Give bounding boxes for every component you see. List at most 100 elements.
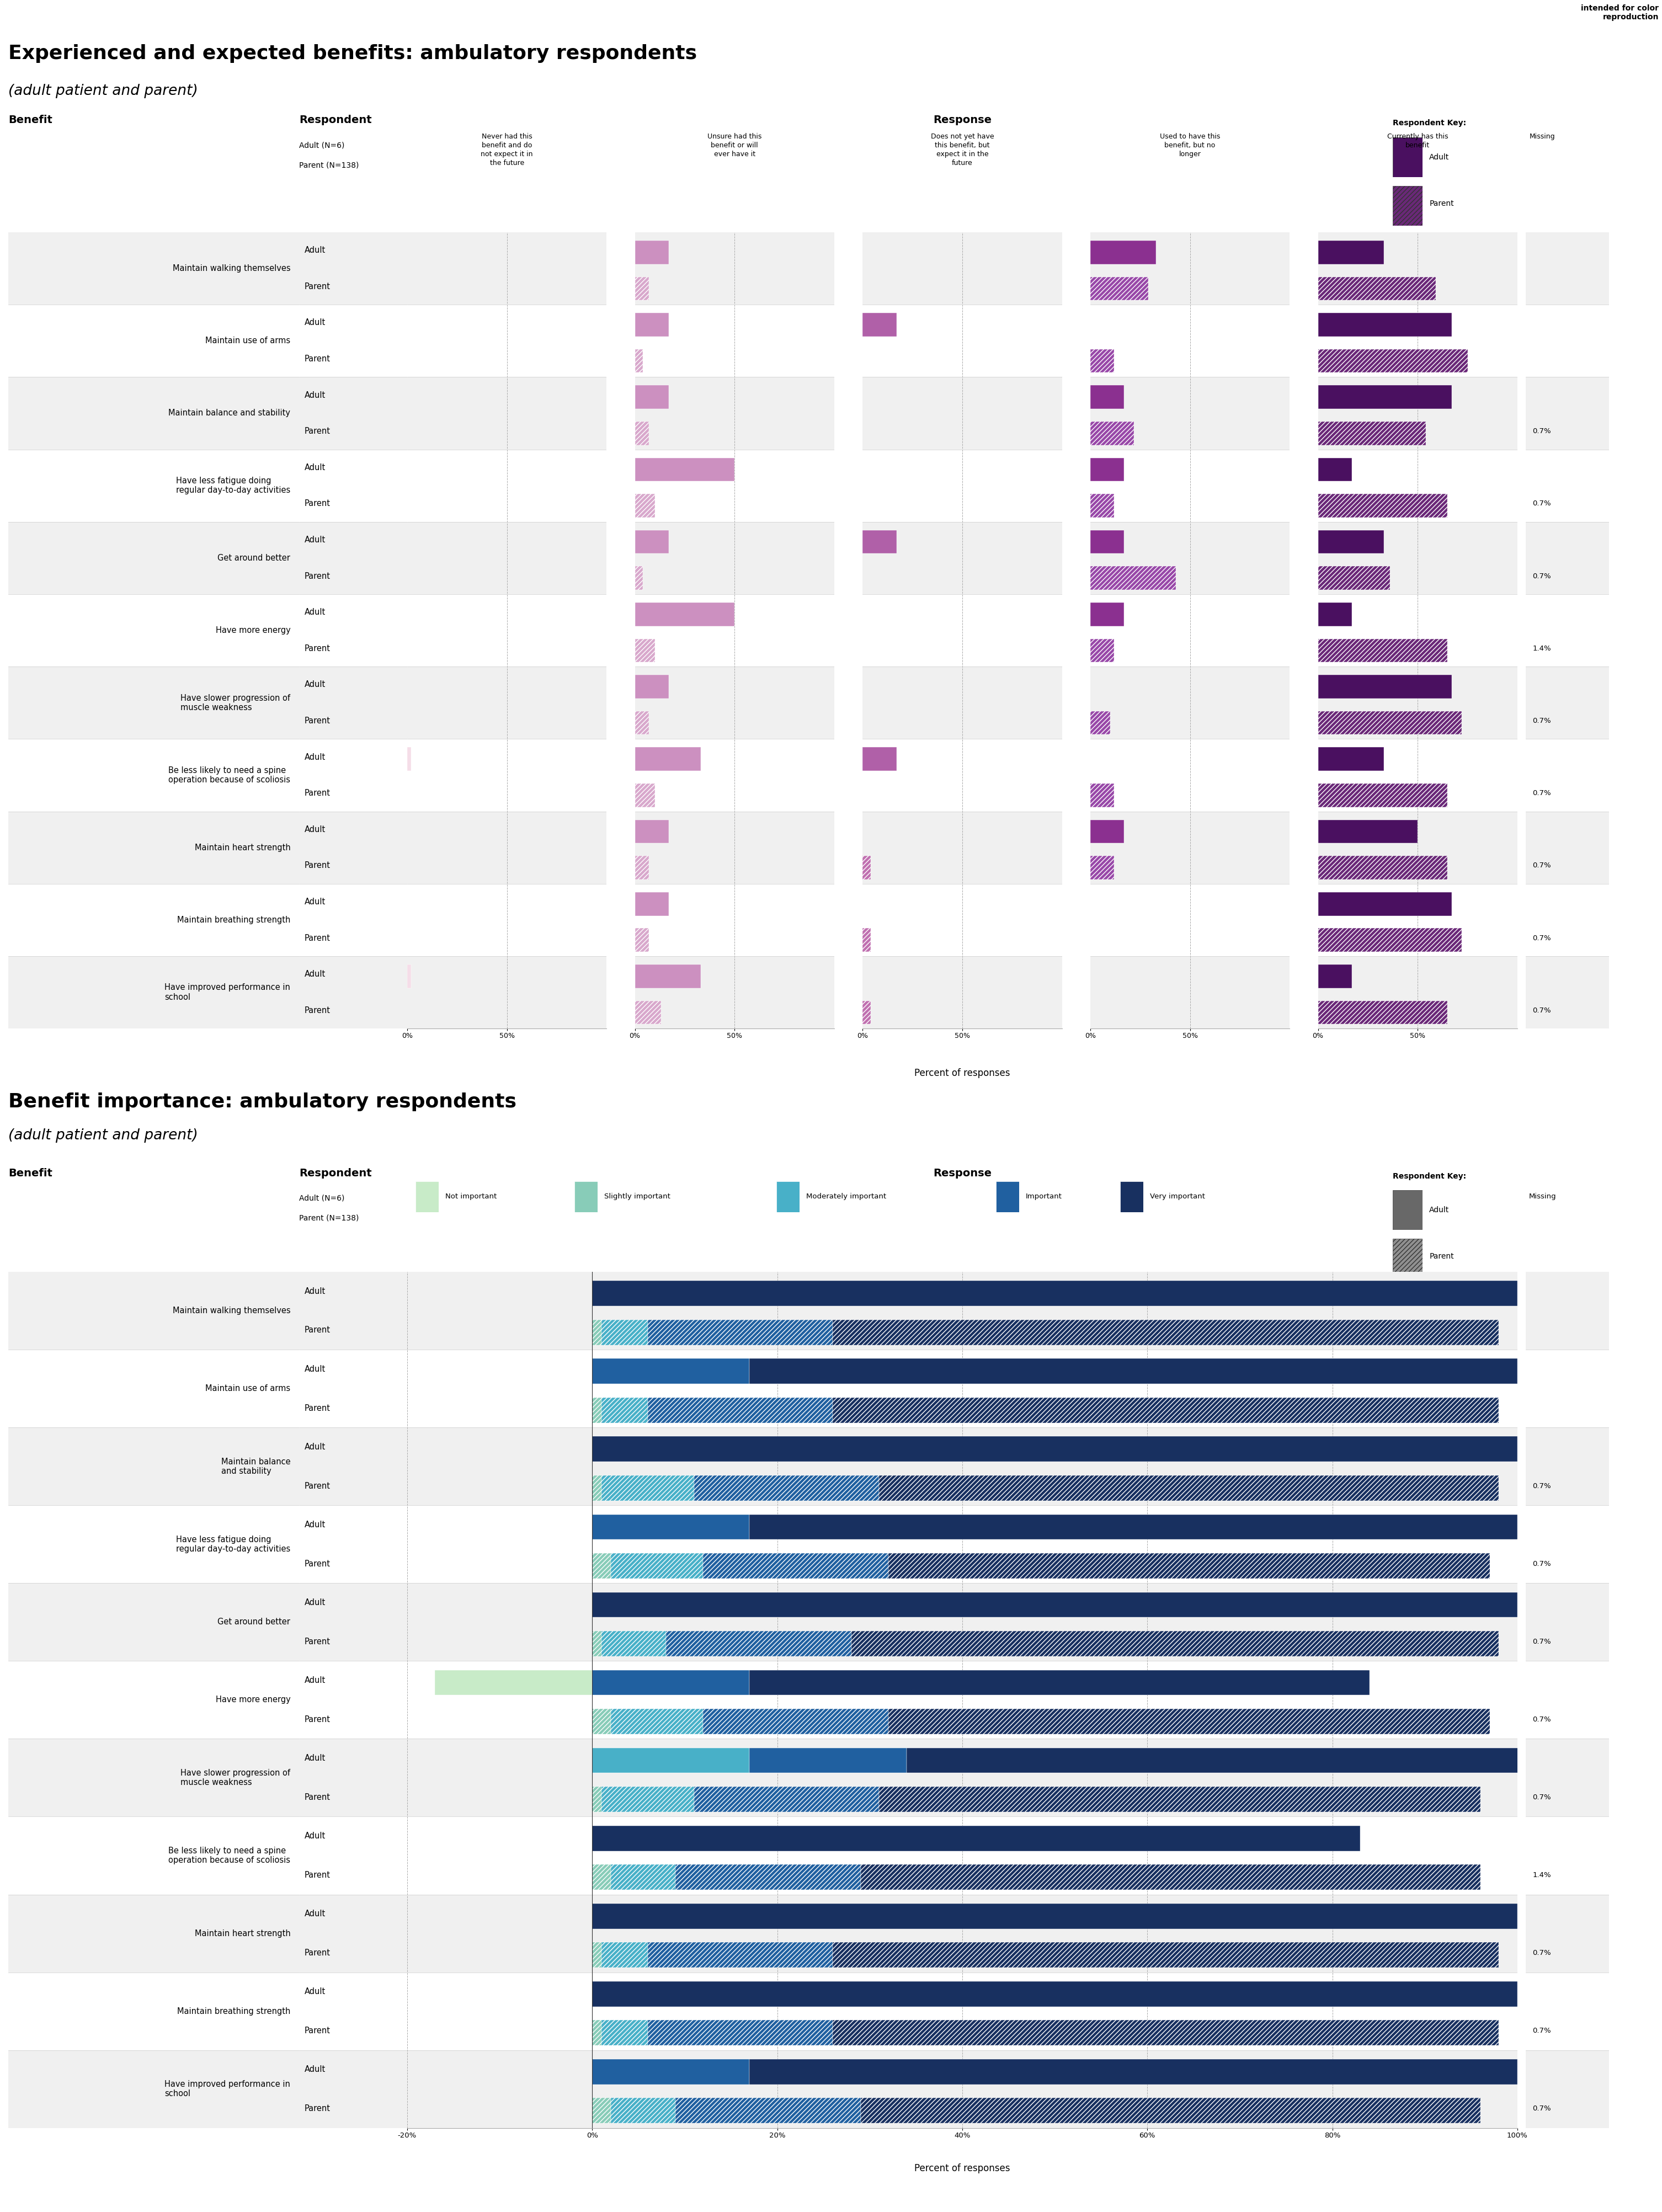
Text: Adult: Adult xyxy=(304,2066,326,2073)
Text: Parent: Parent xyxy=(304,283,331,290)
Bar xyxy=(1318,305,1517,376)
Bar xyxy=(750,1747,907,1774)
Bar xyxy=(1090,602,1124,626)
Bar xyxy=(592,1825,1360,1851)
Bar xyxy=(1526,376,1609,449)
Bar xyxy=(1318,783,1448,807)
Bar xyxy=(1526,1893,1609,1973)
Bar xyxy=(635,522,834,595)
Text: Maintain use of arms: Maintain use of arms xyxy=(206,336,291,345)
Bar xyxy=(635,305,834,376)
Bar xyxy=(299,1506,407,1584)
Bar xyxy=(8,595,299,666)
Text: Benefit: Benefit xyxy=(8,1168,53,1179)
Bar xyxy=(1090,522,1290,595)
Bar xyxy=(635,739,834,812)
Bar xyxy=(299,449,407,522)
Bar xyxy=(407,1893,1517,1973)
Bar xyxy=(1318,956,1517,1029)
Bar xyxy=(635,856,648,880)
Bar xyxy=(299,376,407,449)
Text: Parent: Parent xyxy=(304,1794,331,1801)
Bar xyxy=(635,748,701,770)
Bar xyxy=(1090,856,1114,880)
Bar xyxy=(833,2020,1499,2046)
Bar xyxy=(1526,1739,1609,1816)
Bar xyxy=(1526,305,1609,376)
Text: Parent: Parent xyxy=(304,644,331,653)
Bar xyxy=(1318,349,1468,372)
Text: Parent: Parent xyxy=(304,1006,331,1015)
Bar xyxy=(407,1739,1517,1816)
Text: (adult patient and parent): (adult patient and parent) xyxy=(8,1128,198,1141)
Bar xyxy=(635,602,735,626)
Text: 0.7%: 0.7% xyxy=(1532,500,1551,507)
Text: Adult: Adult xyxy=(304,462,326,471)
Text: Experienced and expected benefits: ambulatory respondents: Experienced and expected benefits: ambul… xyxy=(8,44,696,62)
Bar xyxy=(407,522,607,595)
Bar xyxy=(635,312,668,336)
Bar xyxy=(407,449,607,522)
Text: Maintain heart strength: Maintain heart strength xyxy=(194,843,291,852)
Bar xyxy=(407,1349,1517,1427)
Bar xyxy=(635,241,668,263)
Bar xyxy=(299,1427,407,1506)
Bar xyxy=(8,2051,299,2128)
Bar xyxy=(299,595,407,666)
Bar xyxy=(863,522,1062,595)
Bar xyxy=(1526,1349,1609,1427)
Bar xyxy=(407,1661,1517,1739)
Bar xyxy=(1526,1427,1609,1506)
Text: Be less likely to need a spine
operation because of scoliosis: Be less likely to need a spine operation… xyxy=(168,1847,291,1865)
Bar xyxy=(863,312,896,336)
Text: Parent: Parent xyxy=(304,1949,331,1958)
Text: Parent: Parent xyxy=(304,1327,331,1334)
Bar xyxy=(407,1584,1517,1661)
Bar xyxy=(407,739,607,812)
Bar xyxy=(1318,666,1517,739)
Bar xyxy=(8,1427,299,1506)
Bar xyxy=(592,1436,1517,1462)
Bar xyxy=(750,1670,1369,1694)
Text: Missing: Missing xyxy=(1529,133,1556,139)
Bar xyxy=(602,1630,666,1657)
Bar xyxy=(1090,821,1124,843)
Text: Parent: Parent xyxy=(304,860,331,869)
Text: Parent: Parent xyxy=(304,1714,331,1723)
Bar xyxy=(703,1710,888,1734)
Bar xyxy=(299,885,407,956)
Bar xyxy=(602,1475,695,1500)
Bar xyxy=(8,1506,299,1584)
Bar xyxy=(1318,449,1517,522)
Bar xyxy=(592,1865,610,1889)
Text: Have improved performance in
school: Have improved performance in school xyxy=(165,2079,291,2097)
Bar xyxy=(1318,639,1448,661)
Bar xyxy=(635,891,668,916)
Bar xyxy=(1318,522,1517,595)
Bar xyxy=(750,1515,1517,1540)
Text: Adult: Adult xyxy=(304,1989,326,1995)
Bar xyxy=(635,812,834,885)
Bar xyxy=(592,1942,602,1969)
Bar xyxy=(8,1661,299,1739)
Text: Parent: Parent xyxy=(304,573,331,580)
Bar xyxy=(1318,595,1517,666)
Text: Benefit: Benefit xyxy=(8,115,53,126)
Bar xyxy=(635,349,643,372)
Bar xyxy=(635,449,834,522)
Text: Slightly important: Slightly important xyxy=(605,1192,670,1201)
Bar xyxy=(592,1321,602,1345)
Bar xyxy=(592,1905,1517,1929)
Bar xyxy=(602,1321,648,1345)
Text: Parent: Parent xyxy=(304,354,331,363)
Text: Maintain balance
and stability: Maintain balance and stability xyxy=(221,1458,291,1475)
Bar xyxy=(602,1942,648,1969)
Bar xyxy=(1090,276,1148,301)
Bar xyxy=(635,666,834,739)
Text: Parent: Parent xyxy=(304,1637,331,1646)
Text: Get around better: Get around better xyxy=(218,553,291,562)
Text: Parent (N=138): Parent (N=138) xyxy=(299,161,359,168)
Bar xyxy=(299,1272,407,1349)
Bar xyxy=(407,2051,1517,2128)
Bar xyxy=(407,964,411,989)
